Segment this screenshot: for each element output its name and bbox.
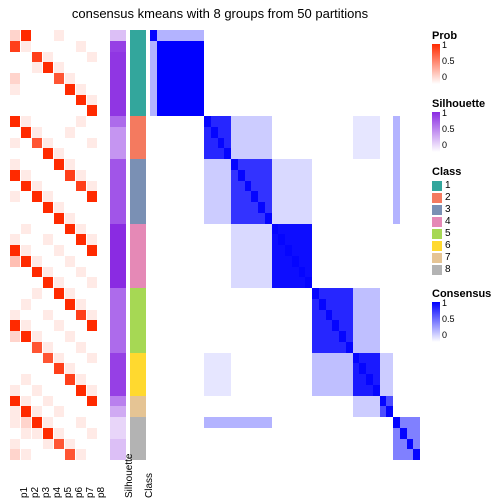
chart-title: consensus kmeans with 8 groups from 50 p…	[60, 6, 380, 21]
xlabel-p7: p7	[85, 487, 96, 498]
prob-column-p1	[10, 30, 20, 460]
legend-silhouette: Silhouette10.50	[432, 98, 485, 152]
consensus-matrix	[150, 30, 420, 460]
prob-column-p7	[76, 30, 86, 460]
legend-class: Class12345678	[432, 166, 461, 276]
xlabel-class: Class	[144, 473, 155, 498]
xlabel-p3: p3	[41, 487, 52, 498]
xlabel-p5: p5	[63, 487, 74, 498]
prob-column-p4	[43, 30, 53, 460]
xlabel-p4: p4	[52, 487, 63, 498]
xlabel-p1: p1	[19, 487, 30, 498]
xlabel-p8: p8	[96, 487, 107, 498]
prob-column-p2	[21, 30, 31, 460]
prob-column-p3	[32, 30, 42, 460]
silhouette-column	[110, 30, 126, 460]
xlabel-p2: p2	[30, 487, 41, 498]
class-column	[130, 30, 146, 460]
xlabel-silhouette: Silhouette	[124, 454, 135, 498]
prob-column-p5	[54, 30, 64, 460]
xlabel-p6: p6	[74, 487, 85, 498]
prob-column-p8	[87, 30, 97, 460]
legend-consensus: Consensus10.50	[432, 288, 491, 342]
prob-column-p6	[65, 30, 75, 460]
legend-prob: Prob10.50	[432, 30, 457, 84]
